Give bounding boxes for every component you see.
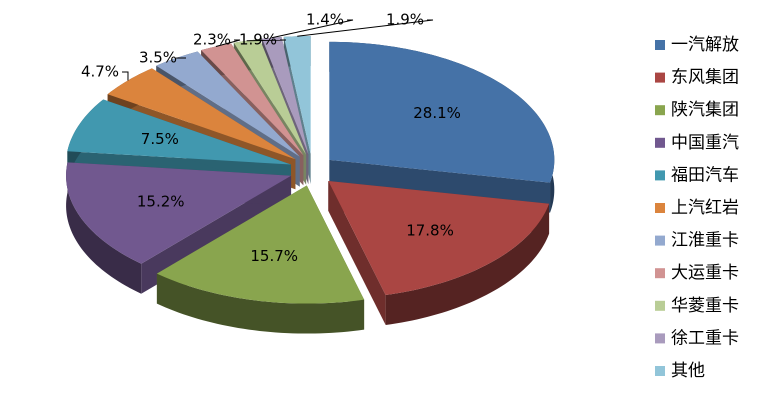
legend-label: 陕汽集团 [671,100,739,120]
value-label: 1.9% [239,31,277,49]
slice-side [385,203,550,326]
slice [66,162,292,264]
value-label: 7.5% [141,130,179,148]
value-label: 17.8% [406,222,454,240]
legend-swatch [655,170,665,181]
legend-swatch [655,40,665,50]
legend-swatch [655,268,665,279]
slice [283,36,311,155]
slice [328,180,550,296]
legend-swatch [655,366,665,376]
slice-side [156,273,365,334]
legend-swatch [655,300,665,311]
legend-label: 大运重卡 [671,263,739,283]
legend-swatch [655,333,665,344]
slice [233,39,307,155]
slice [156,185,365,304]
slice-side [328,180,386,326]
leader-line [271,19,354,39]
value-label: 1.9% [386,11,424,29]
leader-line [246,39,287,42]
leader-line [215,39,241,48]
value-label: 15.2% [137,192,185,210]
legend-swatch [655,235,665,246]
legend-label: 江淮重卡 [671,231,739,251]
pie [66,36,555,334]
legend-label: 东风集团 [671,68,739,88]
slice [262,37,309,155]
legend-label: 中国重汽 [671,133,739,153]
value-label: 4.7% [81,63,119,81]
value-label: 1.4% [306,11,344,29]
leader-line [297,19,434,37]
legend-label: 福田汽车 [671,165,739,185]
slice-side [66,162,142,294]
slice [107,68,296,160]
slice [156,51,300,157]
value-label: 3.5% [139,49,177,67]
legend-label: 华菱重卡 [671,296,739,316]
legend-swatch [655,72,665,83]
slice [67,99,291,165]
leader-line [122,71,129,81]
legend-swatch [655,203,665,213]
value-label: 2.3% [193,31,231,49]
legend-label: 徐工重卡 [671,328,739,348]
legend-swatch [655,137,665,148]
slice [329,41,555,183]
value-label: 15.7% [250,247,298,265]
legend-label: 其他 [671,361,705,381]
legend-label: 一汽解放 [671,35,739,55]
slice [201,43,304,156]
legend-label: 上汽红岩 [671,198,739,218]
value-label: 28.1% [413,104,461,122]
legend-swatch [655,105,665,116]
